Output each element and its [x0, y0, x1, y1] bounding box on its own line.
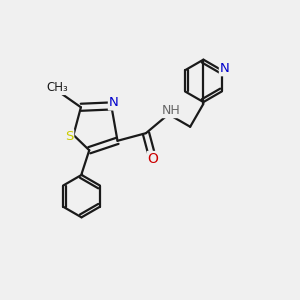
Text: S: S — [65, 130, 73, 143]
Text: CH₃: CH₃ — [46, 81, 68, 94]
Text: N: N — [220, 62, 230, 75]
Text: NH: NH — [161, 104, 180, 117]
Text: N: N — [109, 97, 118, 110]
Text: O: O — [148, 152, 159, 166]
